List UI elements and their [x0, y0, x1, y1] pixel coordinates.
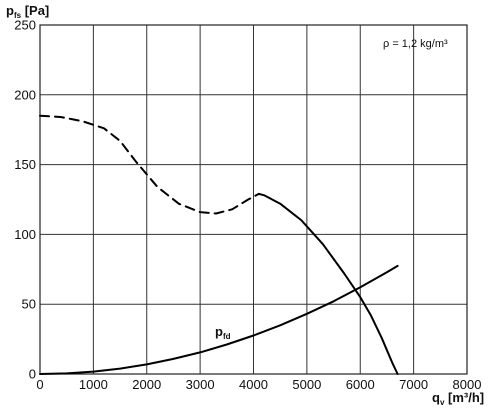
y-tick-label-250: 250 — [14, 18, 36, 33]
y-axis-title-main: p — [6, 3, 14, 18]
pfd-label-main: p — [215, 324, 223, 339]
x-tick-label-8000: 8000 — [453, 377, 482, 392]
y-tick-label-0: 0 — [29, 367, 36, 382]
pfd-label-sub: fd — [223, 332, 231, 341]
x-axis-title: qv [m³/h] — [432, 390, 484, 407]
plot-frame — [39, 24, 468, 375]
x-axis-title-sub: v — [440, 398, 445, 407]
x-tick-label-0: 0 — [36, 377, 43, 392]
x-tick-label-6000: 6000 — [346, 377, 375, 392]
y-tick-label-150: 150 — [14, 157, 36, 172]
x-tick-label-1000: 1000 — [79, 377, 108, 392]
x-axis-title-unit: [m³/h] — [444, 390, 484, 405]
y-axis-title-unit: [Pa] — [21, 3, 49, 18]
grid-layer — [39, 24, 468, 375]
density-annotation: ρ = 1,2 kg/m³ — [383, 38, 448, 50]
x-tick-label-2000: 2000 — [132, 377, 161, 392]
y-tick-label-100: 100 — [14, 227, 36, 242]
y-axis-title: pfs [Pa] — [6, 3, 49, 20]
pfd-curve-label: pfd — [215, 324, 231, 341]
series-line-0 — [39, 114, 260, 215]
tick-labels: 0 1000 2000 3000 4000 5000 6000 7000 8000 0 50 100 1… — [14, 18, 481, 393]
y-tick-label-200: 200 — [14, 87, 36, 102]
x-tick-label-5000: 5000 — [292, 377, 321, 392]
x-axis-title-main: q — [432, 390, 440, 405]
x-tick-label-7000: 7000 — [399, 377, 428, 392]
x-tick-label-3000: 3000 — [186, 377, 215, 392]
y-axis-title-sub: fs — [14, 11, 22, 20]
y-tick-label-50: 50 — [22, 297, 36, 312]
series-line-2 — [39, 264, 399, 375]
series-line-1 — [257, 192, 399, 375]
x-tick-label-4000: 4000 — [239, 377, 268, 392]
series-layer — [39, 114, 399, 375]
